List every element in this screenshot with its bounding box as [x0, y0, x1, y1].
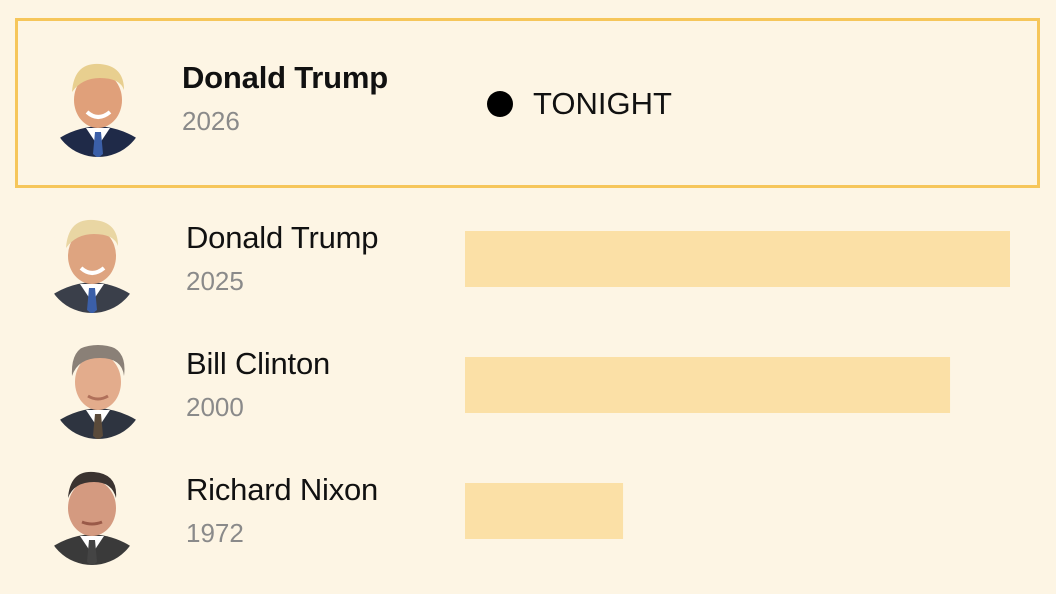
row-name: Richard Nixon	[186, 472, 379, 507]
bar-bill-clinton-2000	[465, 357, 951, 413]
tonight-status: TONIGHT	[487, 84, 672, 124]
row-name: Bill Clinton	[186, 346, 331, 381]
nixon-avatar	[45, 471, 139, 565]
row-year: 1972	[186, 518, 244, 548]
live-dot-icon	[487, 91, 513, 117]
row-year: 2025	[186, 266, 244, 296]
clinton-avatar	[51, 345, 145, 439]
highlight-box	[15, 18, 1040, 188]
row-name: Donald Trump	[186, 220, 379, 255]
highlight-name: Donald Trump	[182, 60, 388, 95]
tonight-label: TONIGHT	[533, 86, 672, 121]
trump-avatar-highlight	[51, 63, 145, 157]
bar-donald-trump-2025	[465, 231, 1010, 287]
row-year: 2000	[186, 392, 244, 422]
highlight-year: 2026	[182, 106, 240, 136]
trump-avatar	[45, 219, 139, 313]
bar-richard-nixon-1972	[465, 483, 624, 539]
